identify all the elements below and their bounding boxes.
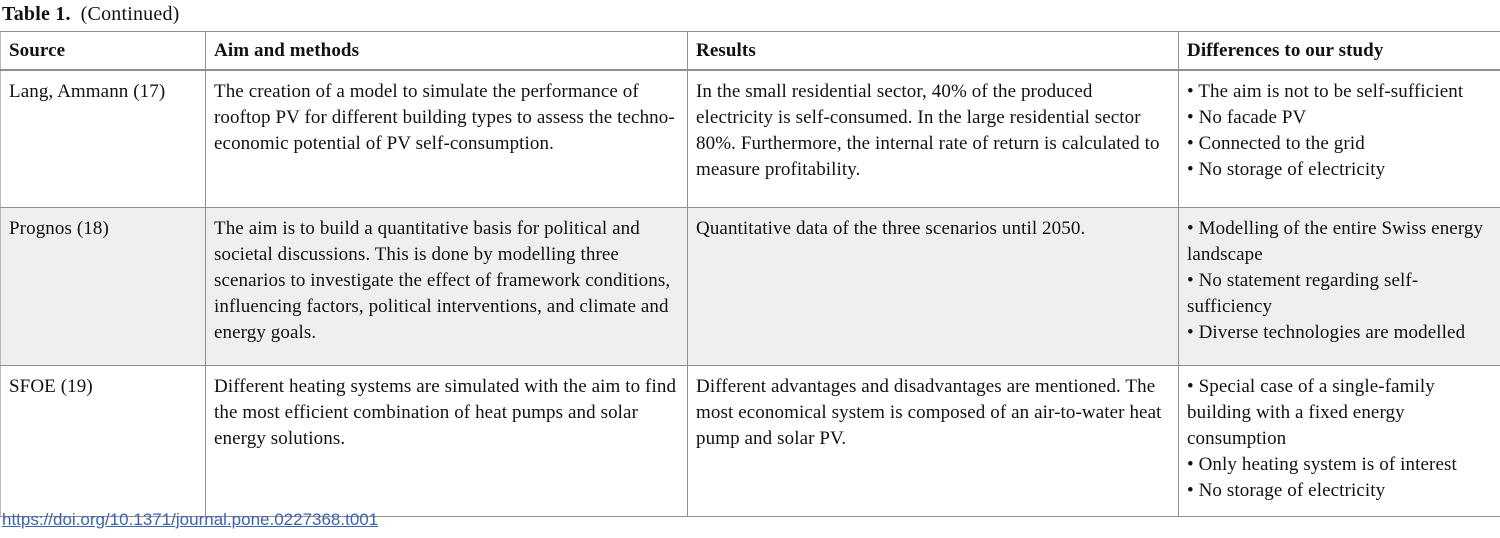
- column-header-differences: Differences to our study: [1178, 31, 1500, 71]
- cell-aim-and-methods: Different heating systems are simulated …: [205, 365, 688, 516]
- difference-bullet-item: • Special case of a single-family buildi…: [1187, 375, 1435, 449]
- column-header-results: Results: [687, 31, 1179, 71]
- cell-differences: • Modelling of the entire Swiss energy l…: [1178, 207, 1500, 366]
- difference-bullet-item: • No statement regarding self-sufficienc…: [1187, 269, 1419, 317]
- table-row: SFOE (19) Different heating systems are s…: [0, 365, 1500, 516]
- cell-differences: • The aim is not to be self-sufficient • …: [1178, 70, 1500, 208]
- difference-bullet-item: • No storage of electricity: [1187, 479, 1386, 501]
- table-title: Table 1. (Continued): [2, 2, 180, 26]
- difference-bullet-item: • Connected to the grid: [1187, 133, 1365, 154]
- cell-source: Lang, Ammann (17): [0, 70, 206, 208]
- difference-bullet-item: • Diverse technologies are modelled: [1187, 321, 1466, 343]
- table-row: Lang, Ammann (17) The creation of a model…: [0, 70, 1500, 208]
- difference-bullet-item: • The aim is not to be self-sufficient: [1187, 81, 1464, 102]
- cell-results: In the small residential sector, 40% of …: [687, 70, 1179, 208]
- table-title-suffix: (Continued): [80, 3, 180, 25]
- table-row: Prognos (18) The aim is to build a quanti…: [0, 207, 1500, 366]
- column-header-source: Source: [0, 31, 206, 71]
- difference-bullet-item: • Only heating system is of interest: [1187, 453, 1457, 475]
- difference-bullet-item: • Modelling of the entire Swiss energy l…: [1187, 217, 1484, 265]
- cell-aim-and-methods: The aim is to build a quantitative basis…: [205, 207, 688, 366]
- difference-bullet-item: • No storage of electricity: [1187, 159, 1386, 180]
- cell-source: Prognos (18): [0, 207, 206, 366]
- doi-link[interactable]: https://doi.org/10.1371/journal.pone.022…: [2, 510, 379, 529]
- cell-differences: • Special case of a single-family buildi…: [1179, 365, 1500, 516]
- cell-results: Different advantages and disadvantages a…: [687, 365, 1179, 516]
- table-header-row: Source Aim and methods Results Differenc…: [0, 31, 1500, 71]
- comparison-table: Source Aim and methods Results Differenc…: [0, 31, 1500, 517]
- cell-results: Quantitative data of the three scenarios…: [687, 207, 1179, 366]
- column-header-aim-and-methods: Aim and methods: [205, 31, 688, 71]
- cell-source: SFOE (19): [0, 365, 206, 516]
- cell-aim-and-methods: The creation of a model to simulate the …: [205, 70, 688, 208]
- table-title-label: Table 1.: [2, 3, 71, 25]
- difference-bullet-item: • No facade PV: [1187, 107, 1307, 128]
